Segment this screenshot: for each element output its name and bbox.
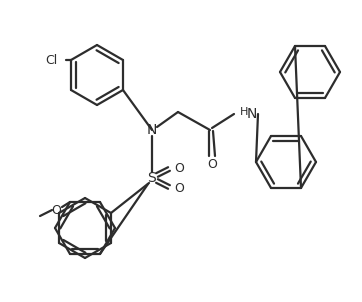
Text: N: N	[147, 123, 157, 137]
Text: H: H	[240, 107, 248, 117]
Text: O: O	[174, 182, 184, 194]
Text: O: O	[207, 158, 217, 171]
Text: Cl: Cl	[45, 53, 57, 66]
Text: S: S	[148, 171, 156, 185]
Text: O: O	[51, 204, 61, 217]
Text: N: N	[247, 107, 257, 121]
Text: O: O	[174, 162, 184, 175]
